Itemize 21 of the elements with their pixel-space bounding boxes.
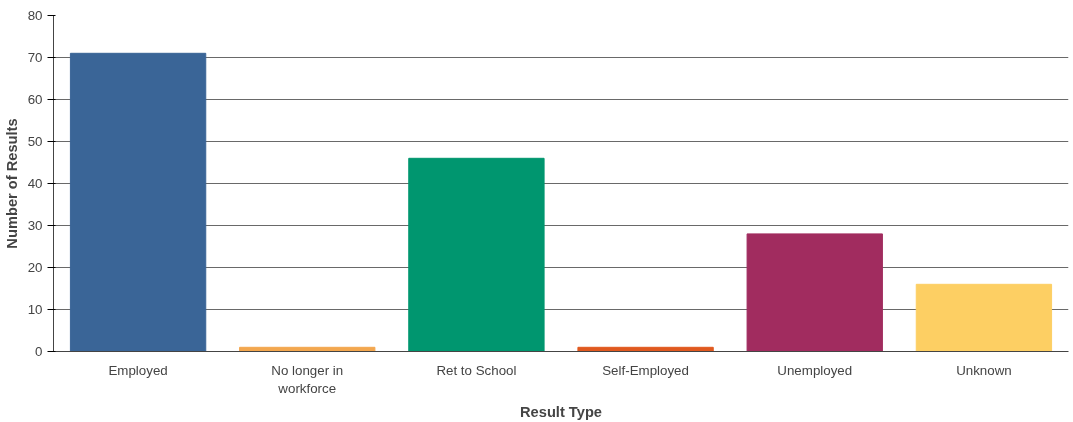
y-tick-label: 80 (27, 8, 43, 23)
bar (746, 233, 883, 352)
x-tick-label: Unemployed (777, 362, 853, 378)
y-tick-label: 50 (27, 134, 43, 149)
x-tick-label: No longer in workforce (271, 362, 344, 396)
x-tick-label: Self-Employed (602, 362, 689, 378)
y-tick-label: 40 (27, 176, 43, 191)
y-tick-label: 10 (27, 302, 43, 317)
y-tick-label: 70 (27, 50, 43, 65)
bar (69, 52, 207, 352)
y-tick-label: 20 (27, 260, 43, 275)
x-tick-label: Unknown (956, 362, 1012, 378)
y-tick-label: 60 (27, 92, 43, 107)
y-axis-title: Number of Results (3, 118, 20, 249)
bar (408, 157, 545, 352)
bar (915, 283, 1053, 352)
x-tick-label: Employed (108, 362, 168, 378)
x-tick-label: Ret to School (436, 362, 517, 378)
y-tick-label: 0 (35, 344, 43, 359)
x-axis-title: Result Type (520, 403, 602, 420)
y-tick-label: 30 (27, 218, 43, 233)
